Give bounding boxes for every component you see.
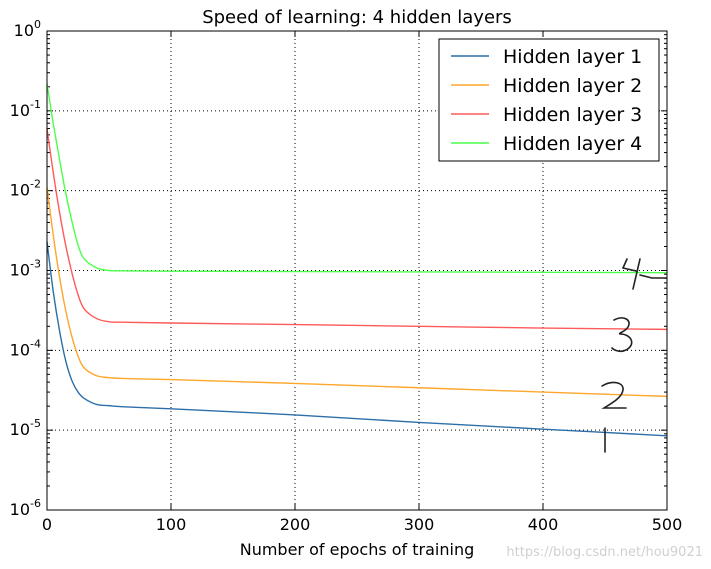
y-tick-label: 10-2 <box>10 178 41 200</box>
series-line-hidden-layer-4 <box>46 83 668 274</box>
x-tick-label: 200 <box>280 515 311 534</box>
x-tick-label: 400 <box>528 515 559 534</box>
plot-frame <box>46 30 668 511</box>
legend-label-4: Hidden layer 4 <box>503 133 642 155</box>
x-tick-label: 100 <box>156 515 187 534</box>
y-tick-label: 10-1 <box>10 98 41 120</box>
x-tick-label: 0 <box>42 515 52 534</box>
legend-label-1: Hidden layer 1 <box>503 46 642 68</box>
series-group <box>46 83 668 437</box>
legend-box <box>438 38 660 162</box>
y-tick-label: 10-4 <box>10 337 41 359</box>
y-tick-label: 10-3 <box>10 258 41 280</box>
series-line-hidden-layer-2 <box>46 187 668 398</box>
legend: Hidden layer 1 Hidden layer 2 Hidden layer… <box>438 38 660 162</box>
x-axis-label: Number of epochs of training <box>240 540 475 559</box>
handwritten-4-strokes <box>621 258 667 290</box>
y-tick-label: 100 <box>14 18 41 40</box>
handwritten-2-strokes <box>601 381 627 409</box>
handwritten-annotation-4 <box>621 258 667 290</box>
handwritten-annotations <box>601 258 667 453</box>
y-tick-label: 10-5 <box>10 417 41 439</box>
y-tick-label: 10-6 <box>10 497 41 519</box>
handwritten-annotation-2 <box>601 381 627 409</box>
x-tick-label: 300 <box>404 515 435 534</box>
handwritten-3-strokes <box>611 317 633 353</box>
handwritten-annotation-3 <box>611 317 633 353</box>
watermark: https://blog.csdn.net/hou9021 <box>506 545 703 560</box>
series-line-hidden-layer-1 <box>46 241 668 437</box>
legend-label-2: Hidden layer 2 <box>503 75 642 97</box>
x-tick-label: 500 <box>652 515 683 534</box>
x-axis: 0 100 200 300 400 500 <box>42 31 682 534</box>
series-line-hidden-layer-3 <box>46 128 668 331</box>
legend-label-3: Hidden layer 3 <box>503 104 642 126</box>
chart-title: Speed of learning: 4 hidden layers <box>202 7 512 28</box>
